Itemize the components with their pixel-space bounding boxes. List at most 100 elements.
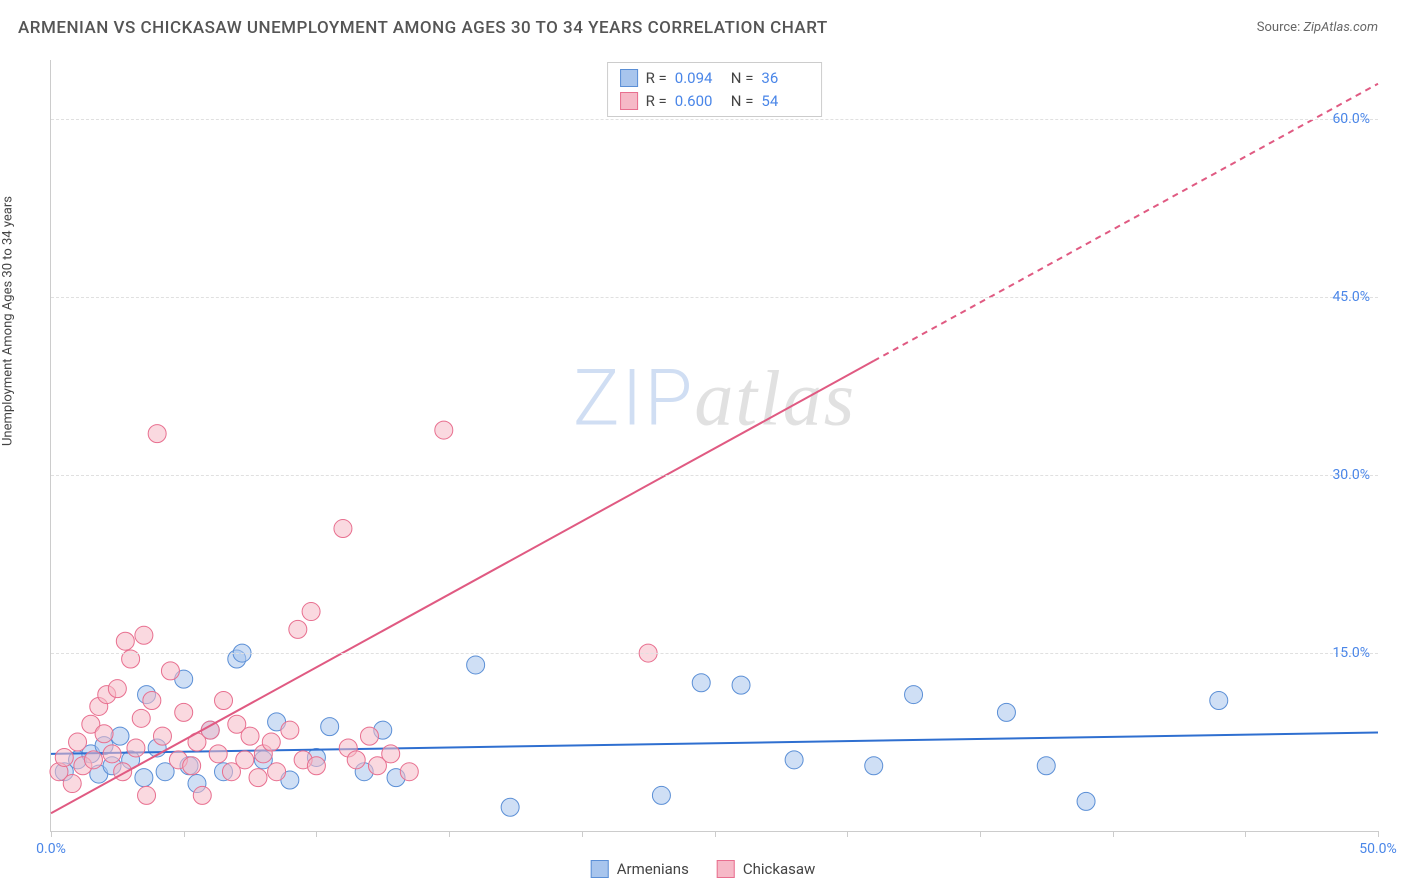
data-point xyxy=(268,763,286,781)
y-tick-label: 60.0% xyxy=(1332,111,1370,127)
data-point xyxy=(84,751,102,769)
data-point xyxy=(382,745,400,763)
data-point xyxy=(321,718,339,736)
data-point xyxy=(905,686,923,704)
n-value: 54 xyxy=(761,90,809,113)
data-point xyxy=(1210,692,1228,710)
data-point xyxy=(108,680,126,698)
data-point xyxy=(307,757,325,775)
data-point xyxy=(63,775,81,793)
y-axis-label: Unemployment Among Ages 30 to 34 years xyxy=(1,196,16,446)
y-tick-label: 15.0% xyxy=(1332,645,1370,661)
r-label: R = xyxy=(646,90,667,113)
data-point xyxy=(69,733,87,751)
legend-swatch xyxy=(620,69,638,87)
data-point xyxy=(193,786,211,804)
r-label: R = xyxy=(646,67,667,90)
data-point xyxy=(501,798,519,816)
data-point xyxy=(161,662,179,680)
data-point xyxy=(652,786,670,804)
data-point xyxy=(135,626,153,644)
data-point xyxy=(360,727,378,745)
gridline xyxy=(51,653,1378,654)
data-point xyxy=(347,751,365,769)
chart-svg xyxy=(51,60,1378,831)
legend-label: Chickasaw xyxy=(743,860,815,878)
data-point xyxy=(175,703,193,721)
legend-label: Armenians xyxy=(617,860,689,878)
x-tick xyxy=(1113,831,1114,837)
legend-swatch xyxy=(717,860,735,878)
legend-item: Armenians xyxy=(591,860,689,878)
trend-line xyxy=(51,361,874,813)
gridline xyxy=(51,475,1378,476)
data-point xyxy=(785,751,803,769)
stats-row: R = 0.094 N = 36 xyxy=(620,67,810,90)
data-point xyxy=(209,745,227,763)
stats-legend-box: R = 0.094 N = 36 R = 0.600 N = 54 xyxy=(607,62,823,117)
data-point xyxy=(732,676,750,694)
data-point xyxy=(1037,757,1055,775)
x-tick xyxy=(184,831,185,837)
data-point xyxy=(132,709,150,727)
gridline xyxy=(51,297,1378,298)
r-value: 0.094 xyxy=(675,67,723,90)
x-tick-label: 50.0% xyxy=(1359,841,1397,857)
data-point xyxy=(103,745,121,763)
r-value: 0.600 xyxy=(675,90,723,113)
data-point xyxy=(111,727,129,745)
data-point xyxy=(1077,792,1095,810)
n-label: N = xyxy=(731,90,754,113)
x-tick xyxy=(316,831,317,837)
data-point xyxy=(302,603,320,621)
data-point xyxy=(55,748,73,766)
stats-row: R = 0.600 N = 54 xyxy=(620,90,810,113)
data-point xyxy=(241,727,259,745)
chart-title: ARMENIAN VS CHICKASAW UNEMPLOYMENT AMONG… xyxy=(18,18,828,38)
data-point xyxy=(467,656,485,674)
data-point xyxy=(153,727,171,745)
x-tick xyxy=(715,831,716,837)
data-point xyxy=(334,520,352,538)
x-tick xyxy=(847,831,848,837)
y-tick-label: 30.0% xyxy=(1332,467,1370,483)
legend-item: Chickasaw xyxy=(717,860,815,878)
x-tick xyxy=(1245,831,1246,837)
x-axis-legend: Armenians Chickasaw xyxy=(591,860,816,878)
x-tick xyxy=(449,831,450,837)
data-point xyxy=(692,674,710,692)
data-point xyxy=(215,692,233,710)
data-point xyxy=(148,425,166,443)
legend-swatch xyxy=(591,860,609,878)
plot-area: ZIPatlas R =0.094N =36R =0.600N =54 15.0… xyxy=(50,60,1378,832)
x-tick-label: 0.0% xyxy=(36,841,66,857)
x-tick xyxy=(1378,831,1379,837)
data-point xyxy=(135,769,153,787)
x-tick xyxy=(51,831,52,837)
data-point xyxy=(997,703,1015,721)
data-point xyxy=(143,692,161,710)
gridline xyxy=(51,119,1378,120)
x-tick xyxy=(582,831,583,837)
data-point xyxy=(236,751,254,769)
data-point xyxy=(400,763,418,781)
data-point xyxy=(249,769,267,787)
data-point xyxy=(183,757,201,775)
data-point xyxy=(95,725,113,743)
source-attribution: Source: ZipAtlas.com xyxy=(1257,20,1378,35)
data-point xyxy=(865,757,883,775)
source-name: ZipAtlas.com xyxy=(1303,20,1378,35)
data-point xyxy=(262,733,280,751)
data-point xyxy=(138,786,156,804)
data-point xyxy=(127,739,145,757)
x-tick xyxy=(980,831,981,837)
source-prefix: Source: xyxy=(1257,20,1304,35)
data-point xyxy=(116,632,134,650)
data-point xyxy=(281,721,299,739)
trend-line-dashed xyxy=(874,84,1378,361)
legend-swatch xyxy=(620,92,638,110)
n-label: N = xyxy=(731,67,754,90)
n-value: 36 xyxy=(761,67,809,90)
data-point xyxy=(289,620,307,638)
y-tick-label: 45.0% xyxy=(1332,289,1370,305)
